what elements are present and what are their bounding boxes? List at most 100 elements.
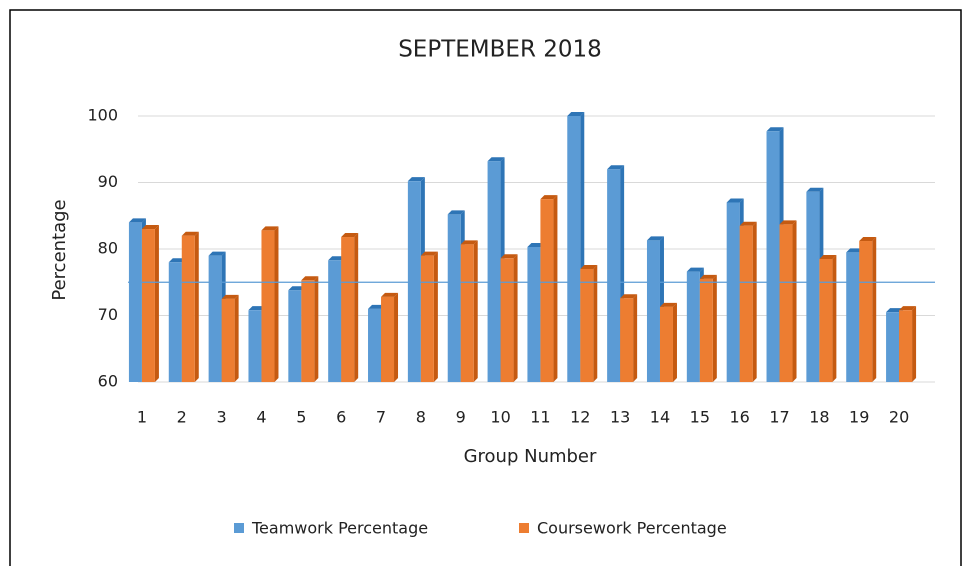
bar bbox=[261, 230, 275, 382]
bar-side bbox=[433, 251, 438, 382]
bar bbox=[288, 290, 302, 382]
bar-top bbox=[288, 286, 306, 291]
bar bbox=[620, 298, 634, 382]
x-tick-label: 3 bbox=[217, 408, 227, 427]
bar-top bbox=[128, 218, 146, 223]
legend-label: Teamwork Percentage bbox=[251, 519, 428, 538]
bar-side bbox=[792, 220, 797, 382]
bar bbox=[341, 237, 355, 382]
bar bbox=[779, 224, 793, 382]
bar-top bbox=[886, 308, 904, 313]
bar bbox=[500, 258, 514, 382]
y-tick-label: 60 bbox=[98, 372, 118, 391]
bar-side bbox=[872, 237, 877, 382]
bar-side bbox=[633, 294, 638, 382]
legend-swatch bbox=[234, 523, 244, 533]
x-tick-label: 11 bbox=[530, 408, 550, 427]
bar-side bbox=[354, 233, 359, 382]
x-tick-label: 12 bbox=[570, 408, 590, 427]
bar-side bbox=[593, 264, 598, 382]
bar-top bbox=[420, 251, 438, 256]
bar bbox=[221, 298, 235, 382]
x-tick-label: 4 bbox=[256, 408, 266, 427]
x-tick-label: 1 bbox=[137, 408, 147, 427]
bar-side bbox=[194, 231, 199, 382]
bar-top bbox=[500, 254, 518, 259]
chart-title: SEPTEMBER 2018 bbox=[398, 37, 602, 63]
bar bbox=[686, 271, 700, 382]
x-tick-label: 9 bbox=[456, 408, 466, 427]
bar-top bbox=[221, 294, 239, 299]
bar-top bbox=[208, 251, 226, 256]
bar bbox=[407, 181, 421, 382]
x-tick-label: 2 bbox=[177, 408, 187, 427]
bar-top bbox=[766, 127, 784, 132]
bar-top bbox=[806, 187, 824, 192]
legend-swatch bbox=[519, 523, 529, 533]
x-tick-label: 17 bbox=[769, 408, 789, 427]
bar bbox=[248, 310, 262, 382]
bar-top bbox=[527, 243, 545, 248]
y-axis-title: Percentage bbox=[49, 199, 70, 300]
bar bbox=[726, 202, 740, 382]
bar-top bbox=[899, 306, 917, 311]
bar bbox=[141, 229, 155, 382]
bar bbox=[607, 169, 621, 382]
bar-top bbox=[407, 177, 425, 182]
x-tick-label: 6 bbox=[336, 408, 346, 427]
bar bbox=[766, 131, 780, 382]
bar bbox=[567, 116, 581, 382]
bar-side bbox=[394, 292, 399, 382]
bar-side bbox=[832, 254, 837, 382]
bar-top bbox=[487, 157, 505, 162]
bar-top bbox=[846, 248, 864, 253]
bar-side bbox=[314, 276, 319, 382]
bar bbox=[739, 225, 753, 382]
bar bbox=[646, 240, 660, 382]
bar bbox=[699, 278, 713, 382]
bar bbox=[846, 252, 860, 382]
bar bbox=[899, 310, 913, 382]
bar-side bbox=[553, 195, 558, 382]
bar bbox=[819, 258, 833, 382]
bar-top bbox=[381, 292, 399, 297]
bar bbox=[447, 214, 461, 382]
bar bbox=[460, 244, 474, 382]
bar-side bbox=[234, 294, 239, 382]
x-tick-label: 16 bbox=[729, 408, 749, 427]
bar-side bbox=[473, 240, 478, 382]
bar-top bbox=[686, 267, 704, 272]
bar-top bbox=[779, 220, 797, 225]
bar bbox=[886, 312, 900, 382]
bar-side bbox=[274, 226, 279, 382]
bar-side bbox=[712, 274, 717, 382]
bar-top bbox=[301, 276, 319, 281]
bar-side bbox=[154, 225, 159, 382]
bar bbox=[540, 199, 554, 382]
bar-top bbox=[859, 237, 877, 242]
x-tick-label: 14 bbox=[650, 408, 670, 427]
bar bbox=[659, 306, 673, 382]
legend-label: Coursework Percentage bbox=[537, 519, 727, 538]
bar-top bbox=[248, 306, 266, 311]
bar-top bbox=[699, 274, 717, 279]
bar bbox=[368, 308, 382, 382]
bar bbox=[487, 161, 501, 382]
chart-frame bbox=[9, 9, 962, 566]
x-tick-label: 19 bbox=[849, 408, 869, 427]
bar bbox=[208, 255, 222, 382]
bar bbox=[328, 260, 342, 382]
x-tick-label: 7 bbox=[376, 408, 386, 427]
bar-top bbox=[726, 198, 744, 203]
bar-side bbox=[912, 306, 917, 382]
bar bbox=[301, 280, 315, 382]
x-tick-label: 18 bbox=[809, 408, 829, 427]
bar bbox=[806, 191, 820, 382]
bar bbox=[381, 296, 395, 382]
bar-top bbox=[646, 236, 664, 241]
bar-top bbox=[168, 258, 186, 263]
bar-top bbox=[181, 231, 199, 236]
x-axis-title: Group Number bbox=[464, 446, 597, 467]
bar bbox=[168, 262, 182, 382]
bar-top bbox=[540, 195, 558, 200]
